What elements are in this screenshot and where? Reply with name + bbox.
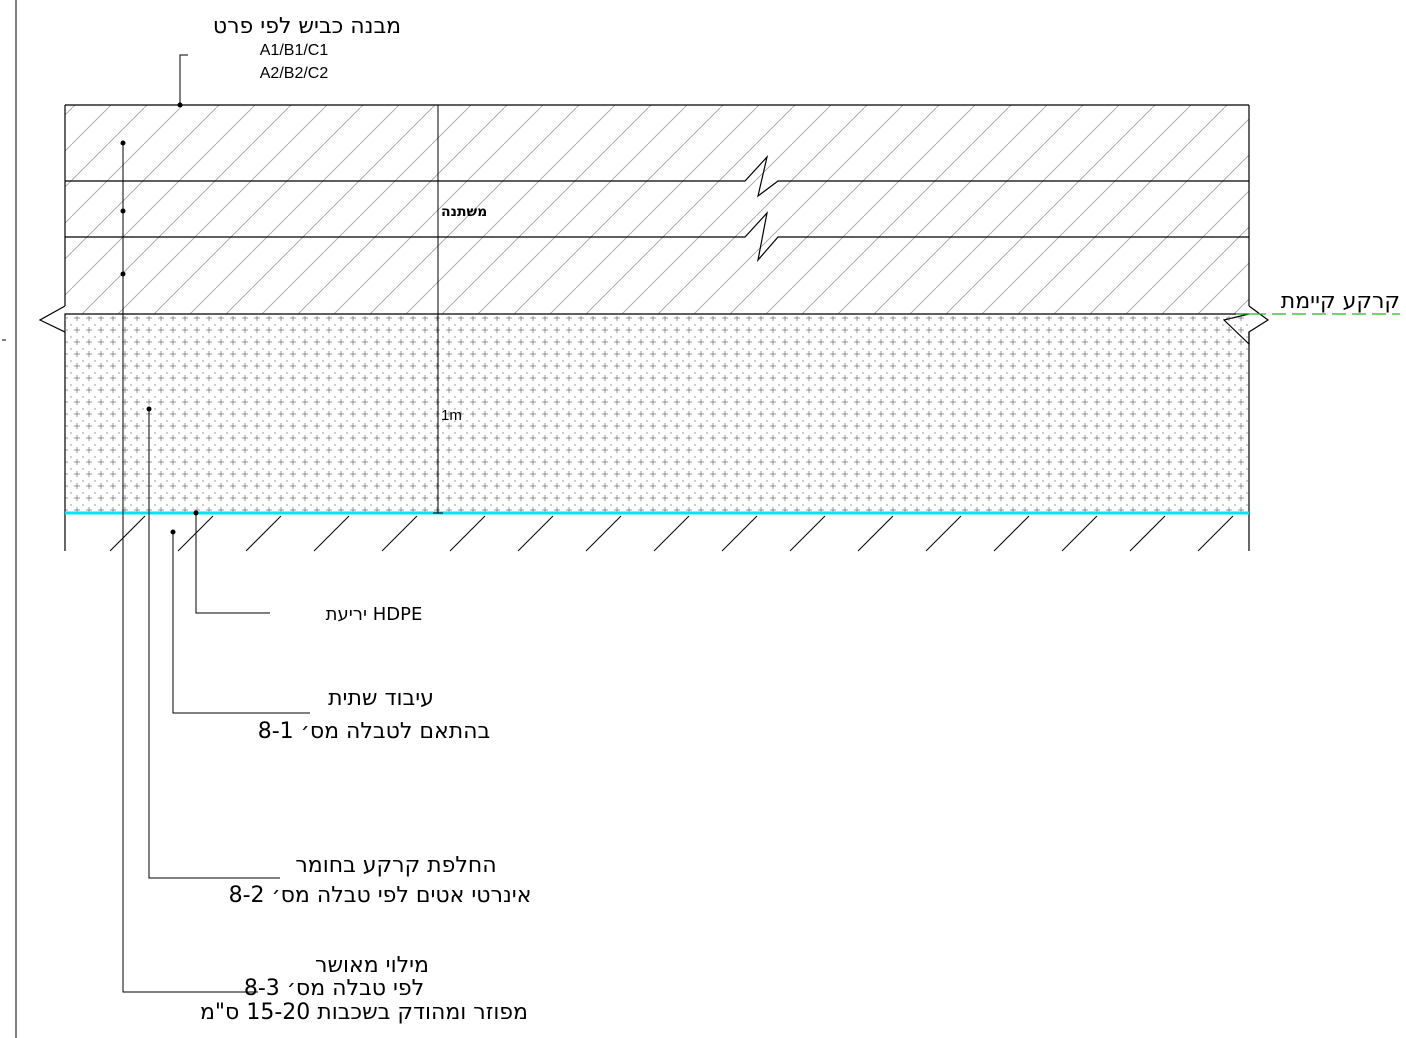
subgrade-leader-dot	[170, 529, 176, 535]
replacement-label-1: החלפת קרקע בחומר	[295, 853, 496, 878]
pavement-leader-dot	[177, 102, 183, 108]
pavement-layers-fill	[65, 105, 1249, 314]
membrane-leader-dot	[193, 510, 199, 516]
fill-label-3: מפוזר ומהודק בשכבות 15-20 ס"מ	[200, 1000, 528, 1025]
replacement-leader-dot	[146, 406, 152, 412]
replacement-soil-fill	[65, 316, 1249, 512]
replacement-label-2: אינרטי אטים לפי טבלה מס׳ 8-2	[229, 883, 532, 908]
fill-label-2: לפי טבלה מס׳ 8-3	[244, 976, 424, 1001]
subgrade-leader	[172, 532, 310, 714]
fill-leader-dot-1	[120, 140, 126, 146]
variable-label: משתנה	[441, 204, 487, 220]
dimension-line	[433, 105, 443, 514]
fill-leader-dot-3	[120, 271, 126, 277]
fill-label-1: מילוי מאושר	[315, 953, 429, 978]
subgrade-label-2: בהתאם לטבלה מס׳ 8-1	[258, 719, 491, 744]
pavement-title: מבנה כביש לפי פרט	[213, 14, 401, 39]
pavement-leader	[179, 54, 188, 105]
membrane-label: יריעת HDPE	[326, 604, 423, 625]
replacement-leader	[148, 409, 280, 879]
subgrade-hatch	[109, 515, 1234, 552]
depth-label: 1m	[441, 407, 462, 424]
pavement-codes-1: A1/B1/C1	[260, 42, 329, 59]
pavement-codes-2: A2/B2/C2	[260, 65, 329, 82]
fill-leader-dot-2	[120, 208, 126, 214]
pavement-outline	[64, 104, 1250, 306]
fill-leader	[122, 143, 258, 993]
subgrade-label-1: עיבוד שתית	[328, 686, 434, 711]
membrane-leader	[195, 513, 270, 614]
existing-ground-label: קרקע קיימת	[1281, 289, 1400, 314]
